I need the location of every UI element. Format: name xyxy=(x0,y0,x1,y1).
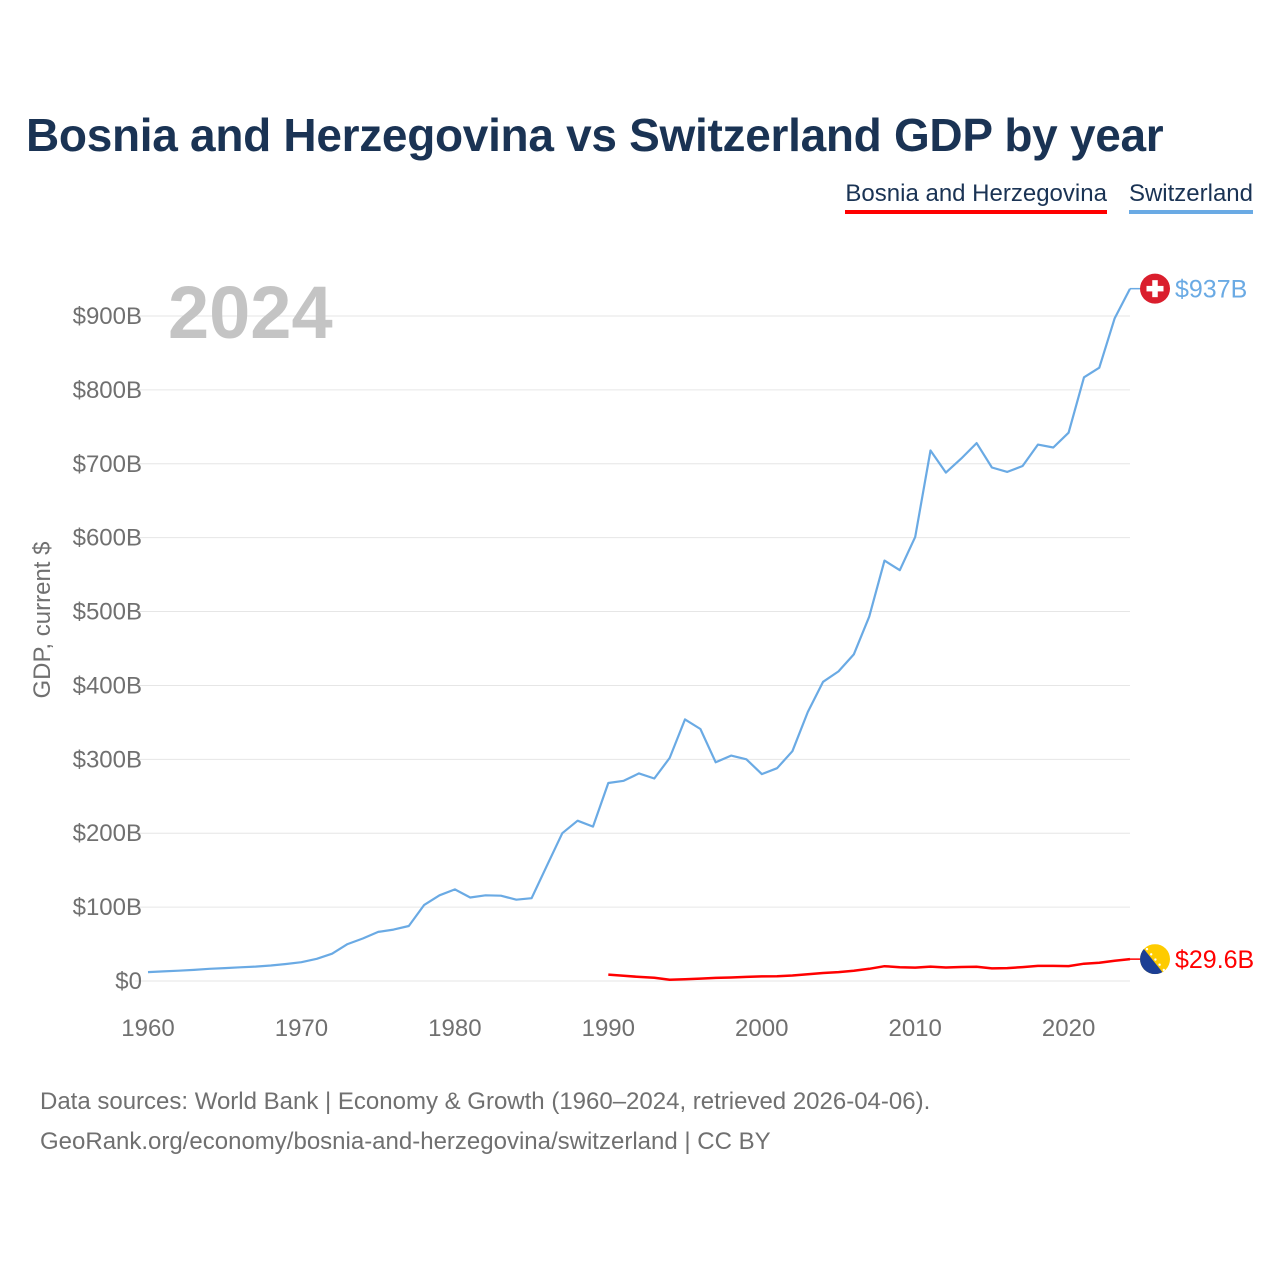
y-tick-label: $400B xyxy=(73,672,142,699)
x-tick-label: 1970 xyxy=(275,1015,328,1042)
flag-star xyxy=(1154,958,1157,961)
y-tick-label: $900B xyxy=(73,303,142,330)
source-note: Data sources: World Bank | Economy & Gro… xyxy=(40,1082,930,1162)
legend: Bosnia and Herzegovina Switzerland xyxy=(845,180,1253,214)
bosnia-flag-icon xyxy=(1140,944,1170,975)
chart-title: Bosnia and Herzegovina vs Switzerland GD… xyxy=(26,109,1164,161)
x-tick-label: 2020 xyxy=(1042,1015,1095,1042)
source-line-2[interactable]: GeoRank.org/economy/bosnia-and-herzegovi… xyxy=(40,1128,771,1155)
x-tick-label: 1990 xyxy=(582,1015,635,1042)
legend-item-bosnia[interactable]: Bosnia and Herzegovina xyxy=(845,180,1107,214)
end-labels: $937B $29.6B xyxy=(1130,273,1254,975)
x-tick-label: 1960 xyxy=(121,1015,174,1042)
flag-star xyxy=(1145,947,1149,951)
y-tick-label: $0 xyxy=(115,968,142,995)
y-axis-label: GDP, current $ xyxy=(29,542,56,699)
legend-item-switzerland[interactable]: Switzerland xyxy=(1128,180,1253,214)
x-tick-label: 2000 xyxy=(735,1015,788,1042)
flag-cross-v xyxy=(1152,280,1158,298)
series-lines xyxy=(147,288,1131,981)
switzerland-flag-icon xyxy=(1140,273,1170,304)
year-watermark: 2024 xyxy=(168,271,333,354)
flag-star xyxy=(1162,968,1166,972)
y-tick-label: $800B xyxy=(73,377,142,404)
gridlines xyxy=(135,315,1130,982)
flag-body xyxy=(1140,944,1170,975)
x-tick-label: 1980 xyxy=(428,1015,481,1042)
y-tick-label: $300B xyxy=(73,746,142,773)
end-value-label: $29.6B xyxy=(1175,946,1254,974)
source-line-1: Data sources: World Bank | Economy & Gro… xyxy=(40,1088,931,1115)
y-axis-ticks: $0 $100B $200B $300B $400B $500B $600B $700B $80… xyxy=(73,303,142,995)
y-tick-label: $600B xyxy=(73,525,142,552)
x-tick-label: 2010 xyxy=(888,1015,941,1042)
y-tick-label: $200B xyxy=(73,820,142,847)
flag-blue xyxy=(1140,944,1164,975)
y-tick-label: $100B xyxy=(73,894,142,921)
flag-star xyxy=(1150,953,1153,956)
series-line-switzerland xyxy=(147,288,1131,974)
flag-star xyxy=(1158,963,1161,966)
y-tick-label: $500B xyxy=(73,599,142,626)
y-tick-label: $700B xyxy=(73,451,142,478)
line-chart: $0 $100B $200B $300B $400B $500B $600B $700B $80… xyxy=(29,271,1254,1042)
x-axis-ticks: 1960 1970 1980 1990 2000 2010 2020 xyxy=(121,1015,1095,1042)
series-line-bosnia-and-herzegovina xyxy=(608,957,1131,981)
end-value-label: $937B xyxy=(1175,276,1247,304)
